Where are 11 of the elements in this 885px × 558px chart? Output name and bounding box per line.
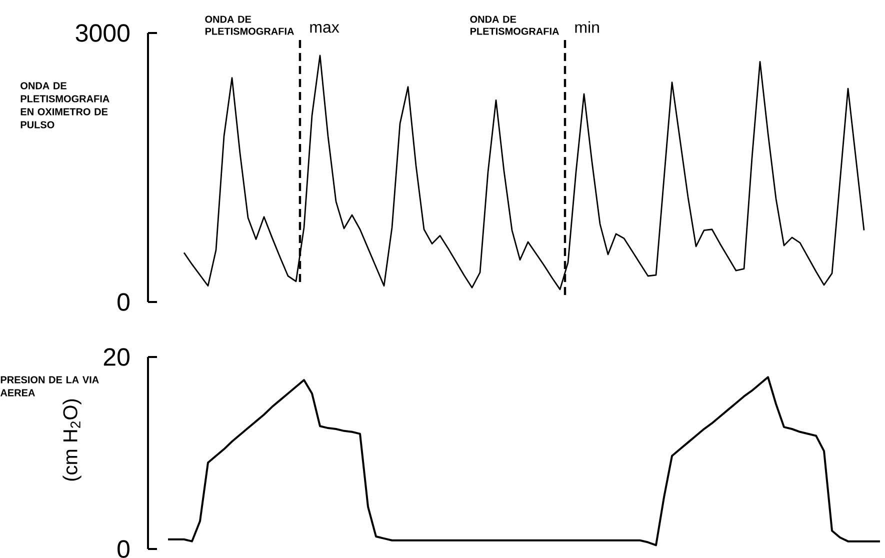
y-axis-title: (cm H$_{2}$O) xyxy=(62,399,82,481)
y-tick-label: 3000 xyxy=(76,24,130,42)
text: min xyxy=(575,21,599,33)
y-tick-label: 0 xyxy=(118,293,130,311)
y-tick-label: 0 xyxy=(118,540,130,558)
y-tick-label: 20 xyxy=(104,348,130,366)
annotation: ONDA DE PLETISMOGRAFIA xyxy=(470,16,559,35)
text: PRESION DE LA VIA AEREA xyxy=(0,376,99,396)
y-axis-title: ONDA DE PLETISMOGRAFIA EN OXIMETRO DE PULSO xyxy=(20,82,110,128)
annotation: ONDA DE PLETISMOGRAFIA xyxy=(205,16,294,35)
text: max xyxy=(310,24,340,33)
